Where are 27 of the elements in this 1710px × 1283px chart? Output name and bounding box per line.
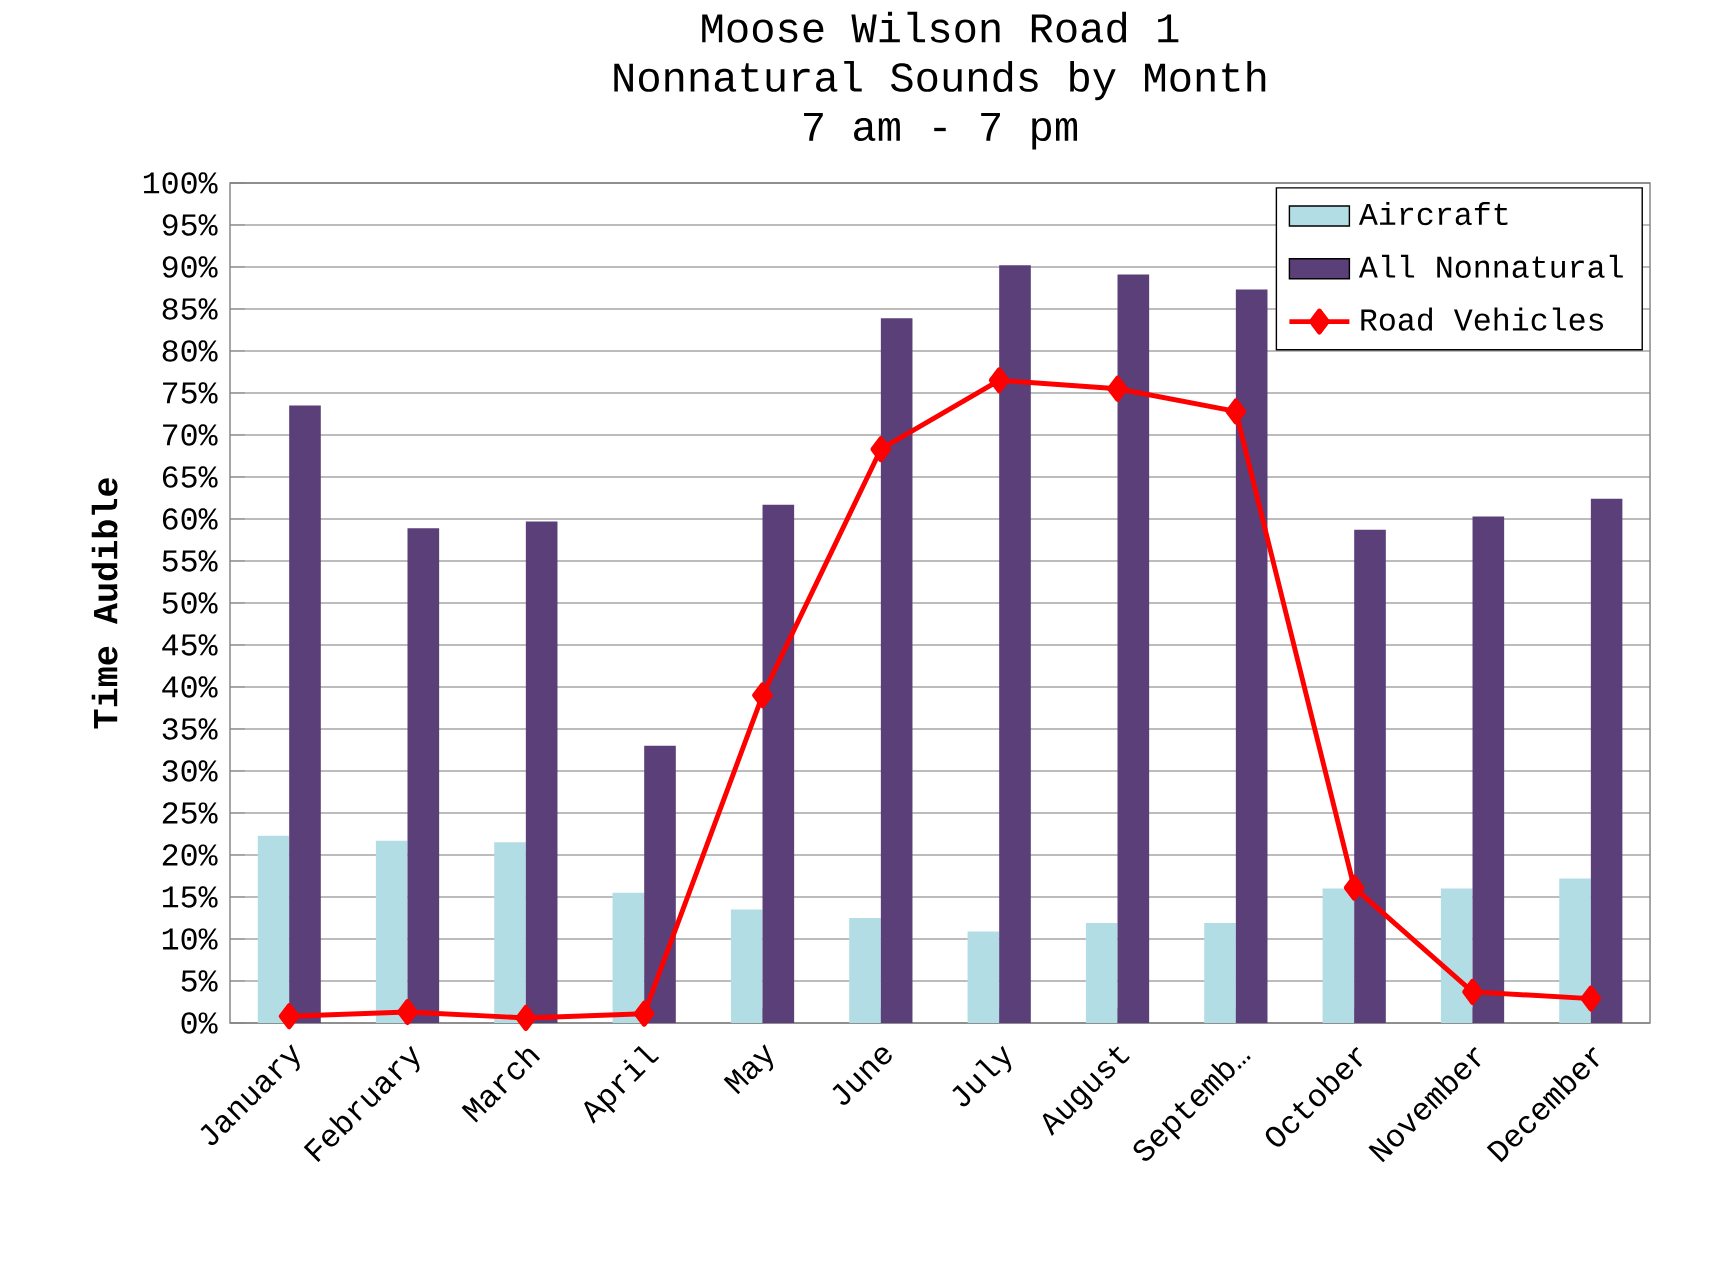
y-tick-label: 95% — [162, 214, 218, 236]
y-tick-label: 75% — [163, 382, 218, 404]
y-tick-label: 50% — [162, 592, 218, 614]
y-tick-label: 0% — [181, 1012, 218, 1034]
y-tick-label: 5% — [181, 970, 218, 992]
legend-label: All Nonnatural — [1358, 254, 1623, 278]
y-tick-label: 35% — [162, 718, 218, 740]
y-tick-label: 55% — [162, 550, 218, 572]
legend-label: Aircraft — [1358, 201, 1508, 226]
y-tick-label: 40% — [162, 676, 218, 698]
y-tick-label: 70% — [163, 424, 218, 446]
legend-label: Road Vehicles — [1361, 307, 1604, 331]
x-tick-label: May — [723, 1044, 774, 1095]
y-tick-label: 30% — [162, 760, 218, 782]
y-tick-label: 90% — [162, 256, 218, 278]
y-tick-label: 60% — [162, 508, 218, 530]
y-tick-label: 45% — [162, 634, 218, 656]
y-axis-title: Time Audible — [91, 478, 118, 729]
y-tick-label: 65% — [162, 466, 218, 488]
y-tick-label: 15% — [162, 886, 218, 908]
y-tick-label: 80% — [162, 340, 218, 362]
y-tick-label: 25% — [162, 802, 218, 824]
y-tick-label: 85% — [162, 298, 218, 320]
chart-title: Moose Wilson Road 1 Nonnatural Sounds by Month 7 am - 7 pm — [614, 11, 1266, 150]
y-tick-label: 20% — [162, 844, 218, 866]
y-tick-label: 10% — [162, 928, 218, 950]
y-tick-label: 100% — [143, 172, 218, 194]
